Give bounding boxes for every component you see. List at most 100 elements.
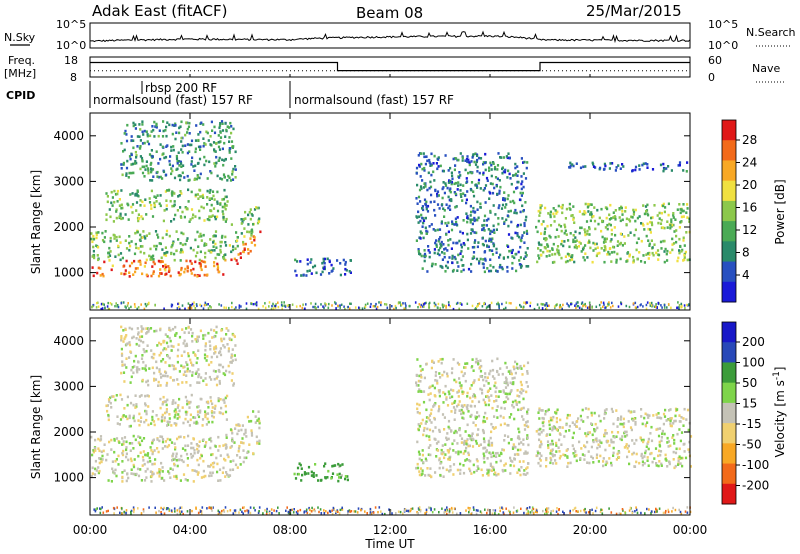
echo-cell [197, 463, 200, 467]
echo-cell [545, 307, 548, 310]
echo-cell [573, 423, 576, 426]
echo-cell [662, 412, 666, 416]
echo-cell [257, 410, 260, 413]
echo-cell [451, 174, 454, 178]
echo-cell [581, 408, 584, 412]
echo-cell [195, 420, 198, 424]
echo-cell [250, 434, 254, 437]
echo-cell [181, 210, 184, 214]
echo-cell [309, 513, 311, 516]
power-echo-layer [90, 120, 691, 311]
echo-cell [624, 210, 627, 213]
echo-cell [155, 329, 158, 333]
echo-cell [435, 162, 438, 165]
echo-cell [461, 405, 464, 409]
echo-cell [244, 428, 247, 432]
echo-cell [677, 463, 680, 466]
echo-cell [515, 187, 518, 190]
echo-cell [144, 364, 147, 367]
echo-cell [557, 204, 560, 208]
echo-cell [319, 479, 322, 482]
echo-cell [613, 226, 616, 229]
echo-cell [506, 214, 509, 217]
echo-cell [107, 255, 110, 259]
echo-cell [646, 301, 649, 304]
echo-cell [506, 255, 510, 259]
echo-cell [159, 384, 162, 387]
echo-cell [666, 441, 669, 444]
echo-cell [238, 511, 240, 514]
echo-cell [124, 305, 126, 308]
echo-cell [666, 226, 669, 229]
echo-cell [151, 470, 154, 474]
echo-cell [504, 400, 507, 404]
echo-cell [306, 258, 309, 261]
echo-cell [460, 370, 463, 374]
echo-cell [242, 250, 245, 254]
echo-cell [477, 241, 480, 244]
echo-cell [125, 357, 128, 360]
echo-cell [171, 164, 174, 168]
echo-cell [659, 222, 663, 225]
echo-cell [149, 258, 152, 261]
echo-cell [503, 222, 506, 225]
echo-cell [672, 422, 675, 425]
echo-cell [510, 182, 513, 186]
echo-cell [138, 238, 142, 242]
echo-cell [125, 440, 128, 444]
echo-cell [438, 466, 441, 470]
echo-cell [100, 450, 103, 454]
echo-cell [330, 477, 333, 480]
echo-cell [615, 409, 618, 412]
echo-cell [624, 435, 627, 438]
echo-cell [677, 456, 680, 460]
echo-cell [120, 163, 123, 166]
echo-cell [211, 453, 214, 456]
echo-cell [603, 237, 606, 240]
echo-cell [504, 361, 507, 365]
echo-cell [247, 252, 250, 255]
echo-cell [469, 434, 472, 438]
echo-cell [614, 218, 617, 221]
echo-cell [520, 466, 523, 469]
echo-cell [184, 133, 187, 137]
echo-cell [587, 432, 590, 436]
echo-cell [621, 218, 624, 222]
echo-cell [503, 512, 505, 515]
echo-cell [156, 170, 159, 174]
echo-cell [622, 425, 625, 429]
echo-cell [516, 394, 519, 398]
echo-cell [544, 512, 546, 516]
echo-cell [255, 302, 257, 305]
echo-cell [688, 440, 691, 444]
echo-cell [136, 145, 139, 148]
echo-cell [184, 444, 187, 448]
echo-cell [472, 506, 475, 509]
echo-cell [575, 246, 578, 249]
echo-cell [526, 436, 529, 440]
echo-cell [216, 202, 219, 205]
echo-cell [122, 442, 125, 446]
echo-cell [250, 228, 254, 232]
echo-cell [507, 509, 510, 513]
echo-cell [526, 370, 529, 373]
echo-cell [441, 251, 444, 254]
echo-cell [208, 340, 211, 343]
echo-cell [385, 303, 388, 306]
echo-cell [219, 363, 222, 367]
echo-cell [633, 465, 637, 468]
echo-cell [233, 335, 236, 338]
echo-cell [161, 145, 164, 149]
echo-cell [543, 237, 546, 240]
echo-cell [662, 204, 665, 208]
echo-cell [200, 454, 203, 458]
echo-cell [574, 506, 577, 510]
echo-cell [603, 249, 606, 252]
echo-cell [666, 436, 669, 440]
echo-cell [188, 143, 191, 147]
echo-cell [442, 466, 445, 470]
echo-cell [410, 508, 412, 511]
echo-cell [443, 209, 446, 212]
echo-cell [222, 218, 225, 221]
echo-cell [165, 207, 168, 211]
